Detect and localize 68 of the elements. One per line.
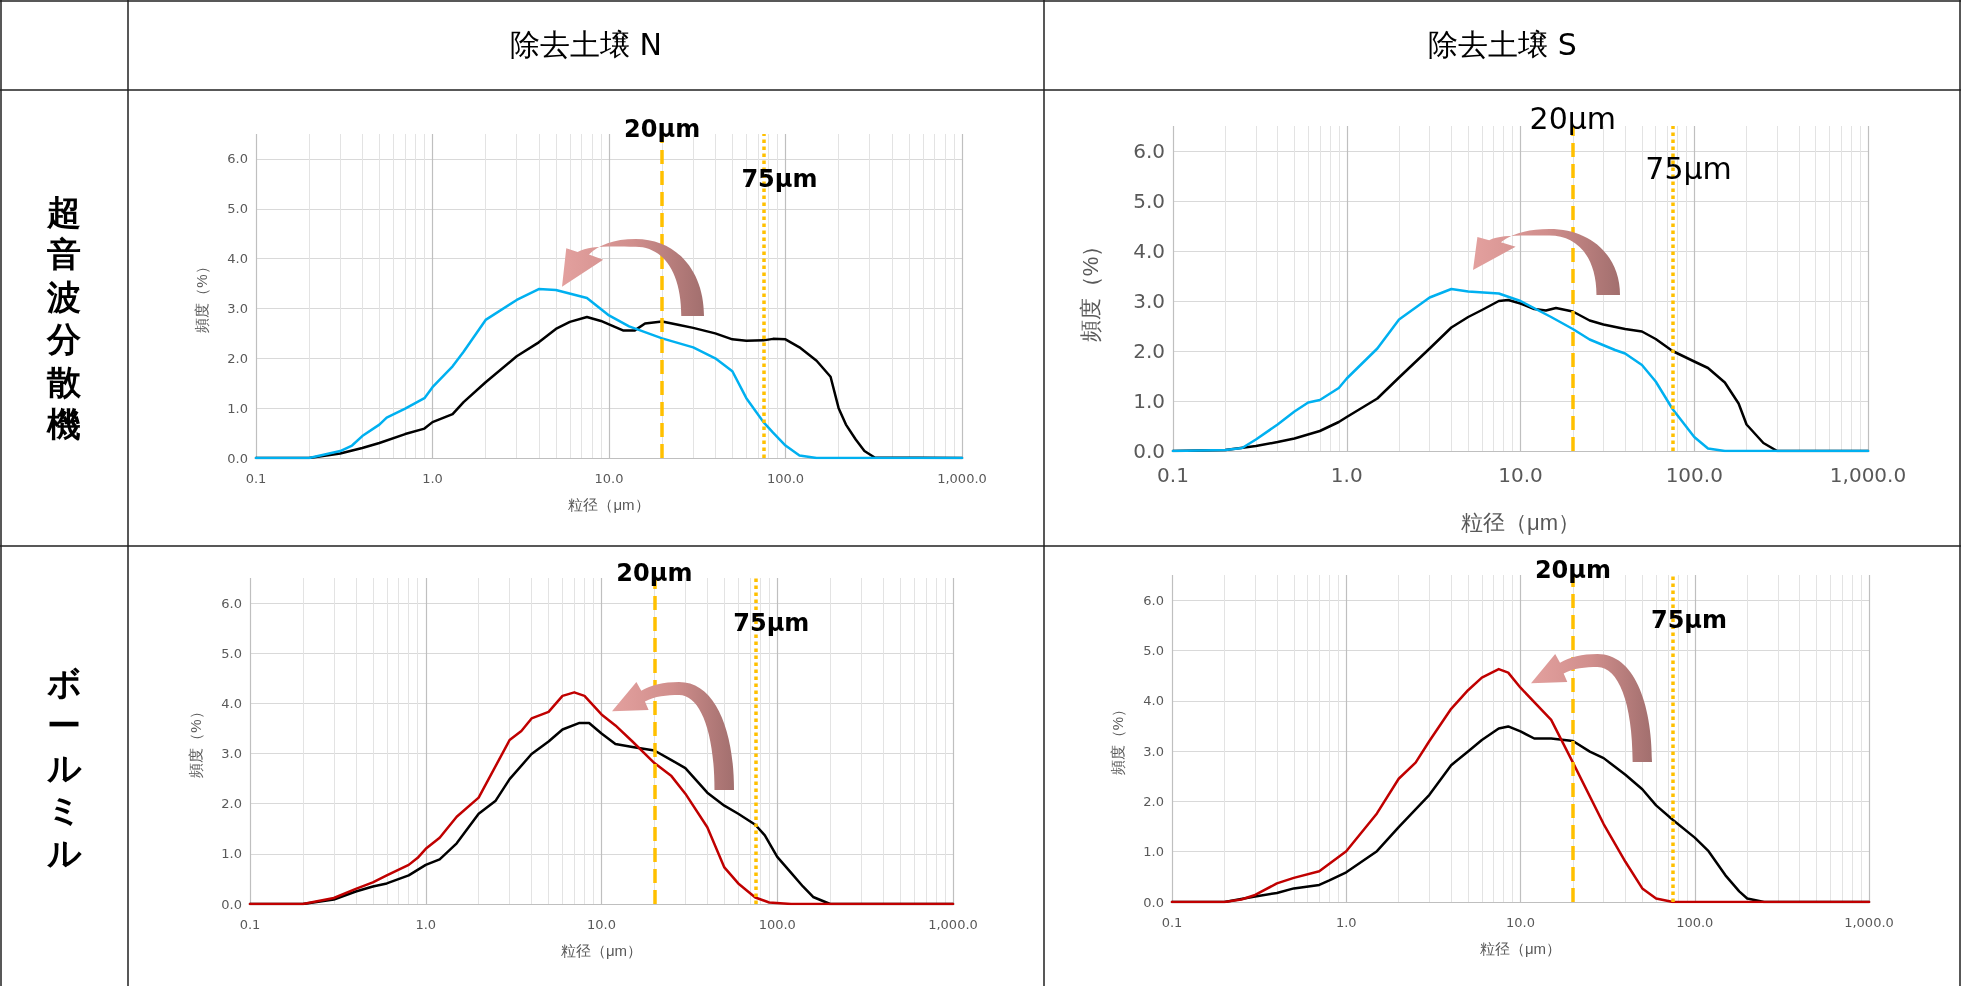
x-axis-title: 粒径（μm） [568, 496, 650, 513]
text: ボールミル [46, 661, 82, 875]
ref-line-label: 20μm [1529, 100, 1617, 136]
y-tick-label: 5.0 [1143, 642, 1164, 658]
y-tick-label: 4.0 [221, 695, 242, 711]
y-tick-label: 4.0 [1133, 239, 1165, 263]
y-tick-label: 3.0 [221, 746, 242, 762]
x-tick-label: 1.0 [1335, 915, 1357, 930]
x-axis-title: 粒径（μm） [560, 942, 643, 959]
x-tick-label: 10.0 [594, 471, 624, 486]
y-tick-label: 3.0 [1143, 743, 1164, 759]
y-tick-label: 0.0 [221, 896, 242, 912]
x-tick-label: 100.0 [1676, 915, 1714, 930]
ref-line-label: 75μm [741, 165, 818, 193]
x-tick-label: 1.0 [1330, 463, 1363, 487]
y-tick-label: 0.0 [1143, 894, 1164, 910]
x-tick-label: 10.0 [587, 917, 616, 932]
y-tick-label: 0.0 [1133, 439, 1165, 463]
chart-title: 除去土壌 S [1427, 25, 1578, 64]
ref-line-label: 20μm [1534, 556, 1611, 584]
y-tick-label: 5.0 [1133, 189, 1165, 213]
x-tick-label: 1.0 [422, 471, 443, 486]
ref-line-label: 75μm [733, 609, 810, 637]
x-axis-title: 粒径（μm） [1460, 509, 1581, 535]
y-tick-label: 1.0 [221, 846, 242, 862]
y-tick-label: 0.0 [227, 450, 248, 466]
ref-line-label: 20μm [616, 559, 693, 587]
x-tick-label: 10.0 [1498, 463, 1543, 487]
x-tick-label: 0.1 [1161, 915, 1183, 930]
x-tick-label: 1,000.0 [1844, 915, 1894, 930]
y-axis-title: 頻度（%） [1109, 701, 1127, 776]
y-tick-label: 6.0 [1133, 139, 1165, 163]
y-tick-label: 4.0 [227, 251, 248, 267]
y-tick-label: 2.0 [221, 796, 242, 812]
x-tick-label: 10.0 [1506, 915, 1535, 930]
x-tick-label: 100.0 [1665, 463, 1723, 487]
text: 超音波分散機 [46, 190, 82, 446]
y-axis-title: 頻度（%） [193, 259, 211, 333]
chart-title: 除去土壌 N [509, 25, 663, 64]
y-tick-label: 3.0 [227, 300, 248, 316]
y-tick-label: 2.0 [1133, 339, 1165, 363]
y-tick-label: 6.0 [1143, 592, 1164, 608]
x-tick-label: 1,000.0 [928, 917, 978, 932]
y-tick-label: 4.0 [1143, 693, 1164, 709]
ref-line-label: 20μm [624, 115, 701, 143]
y-tick-label: 3.0 [1133, 289, 1165, 313]
x-tick-label: 0.1 [1157, 463, 1189, 487]
y-tick-label: 5.0 [221, 645, 242, 661]
y-tick-label: 2.0 [227, 350, 248, 366]
y-tick-label: 5.0 [227, 201, 248, 217]
y-axis-title: 頻度（%） [1077, 234, 1103, 343]
ref-line-label: 75μm [1650, 606, 1728, 634]
x-tick-label: 0.1 [245, 471, 267, 486]
ref-line-label: 75μm [1645, 150, 1732, 186]
y-tick-label: 1.0 [1133, 389, 1165, 413]
y-tick-label: 2.0 [1143, 793, 1164, 809]
x-axis-title: 粒径（μm） [1479, 940, 1562, 957]
y-tick-label: 1.0 [1143, 844, 1164, 860]
x-tick-label: 1.0 [415, 917, 437, 932]
x-tick-label: 100.0 [766, 471, 805, 486]
x-tick-label: 100.0 [758, 917, 796, 932]
y-axis-title: 頻度（%） [187, 704, 205, 778]
y-tick-label: 1.0 [227, 400, 248, 416]
y-tick-label: 6.0 [221, 595, 242, 611]
x-tick-label: 1,000.0 [1829, 463, 1907, 487]
y-tick-label: 6.0 [227, 151, 248, 167]
x-tick-label: 1,000.0 [937, 471, 987, 486]
x-tick-label: 0.1 [239, 917, 261, 932]
